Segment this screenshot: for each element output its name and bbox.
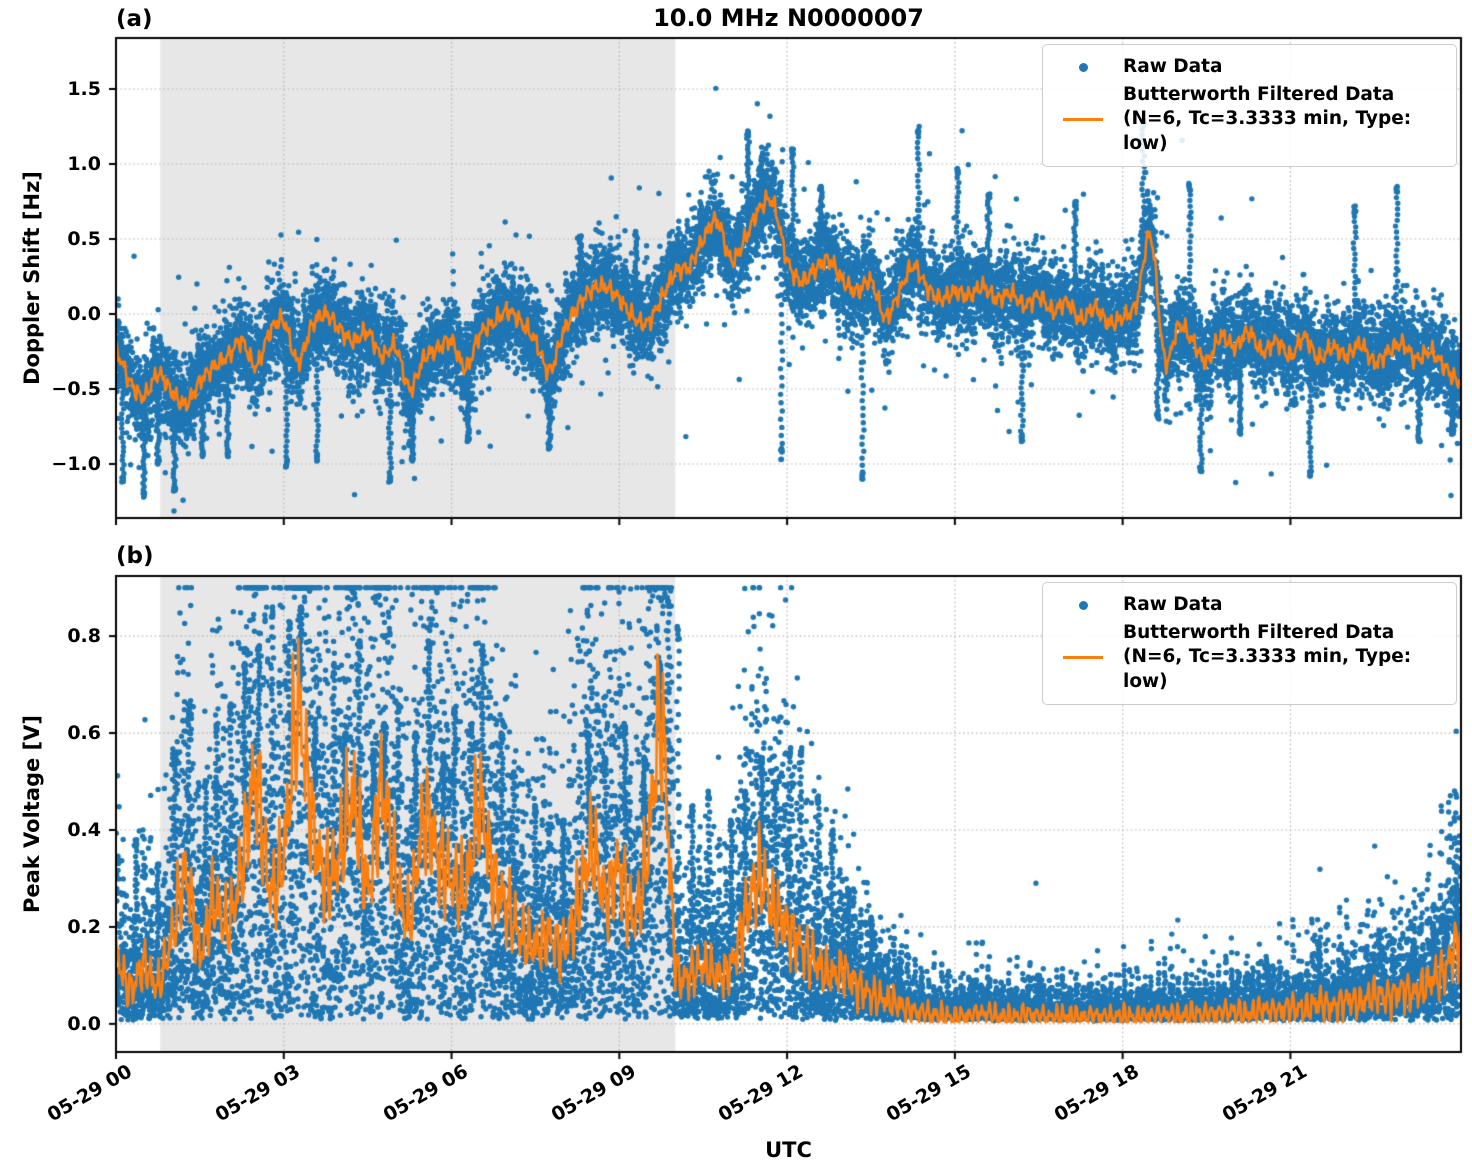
y-tick-label: 0.0	[67, 303, 101, 325]
filtered-line-marker-icon	[1063, 117, 1103, 121]
y-tick-label: −1.0	[51, 453, 101, 475]
y-axis-label-peak-voltage: Peak Voltage [V]	[20, 714, 44, 914]
y-tick-label: 0.4	[67, 818, 101, 841]
y-tick-label: 1.5	[67, 78, 101, 100]
panel-b-label: (b)	[116, 543, 154, 569]
x-axis-label-utc: UTC	[765, 1138, 812, 1162]
legend-raw-label: Raw Data	[1123, 594, 1223, 615]
panel-a-legend: Raw Data Butterworth Filtered Data (N=6,…	[1042, 44, 1457, 168]
chart-title: 10.0 MHz N0000007	[653, 4, 924, 32]
legend-raw-label: Raw Data	[1123, 56, 1223, 77]
raw-data-dot-marker-icon	[1078, 62, 1088, 72]
y-tick-label: 1.0	[67, 153, 101, 175]
legend-filtered-entry: Butterworth Filtered Data (N=6, Tc=3.333…	[1043, 621, 1448, 695]
legend-filtered-label-line1: Butterworth Filtered Data	[1123, 621, 1395, 643]
y-tick-label: 0.2	[67, 915, 101, 938]
y-tick-label: −0.5	[51, 378, 101, 400]
legend-raw-entry: Raw Data	[1043, 593, 1448, 618]
y-axis-label-doppler-shift: Doppler Shift [Hz]	[20, 171, 44, 385]
y-tick-label: 0.8	[67, 625, 101, 648]
y-tick-label: 0.5	[67, 228, 101, 250]
y-tick-label: 0.6	[67, 722, 101, 745]
legend-filtered-entry: Butterworth Filtered Data (N=6, Tc=3.333…	[1043, 83, 1448, 157]
legend-filtered-label-line2: (N=6, Tc=3.3333 min, Type: low)	[1123, 646, 1412, 692]
panel-a-label: (a)	[116, 6, 153, 32]
raw-data-dot-marker-icon	[1078, 600, 1088, 610]
legend-filtered-label-line1: Butterworth Filtered Data	[1123, 83, 1395, 105]
panel-b-legend: Raw Data Butterworth Filtered Data (N=6,…	[1042, 582, 1457, 706]
legend-raw-entry: Raw Data	[1043, 55, 1448, 80]
legend-filtered-label-line2: (N=6, Tc=3.3333 min, Type: low)	[1123, 108, 1412, 154]
y-tick-label: 0.0	[67, 1012, 101, 1035]
filtered-line-marker-icon	[1063, 655, 1103, 659]
